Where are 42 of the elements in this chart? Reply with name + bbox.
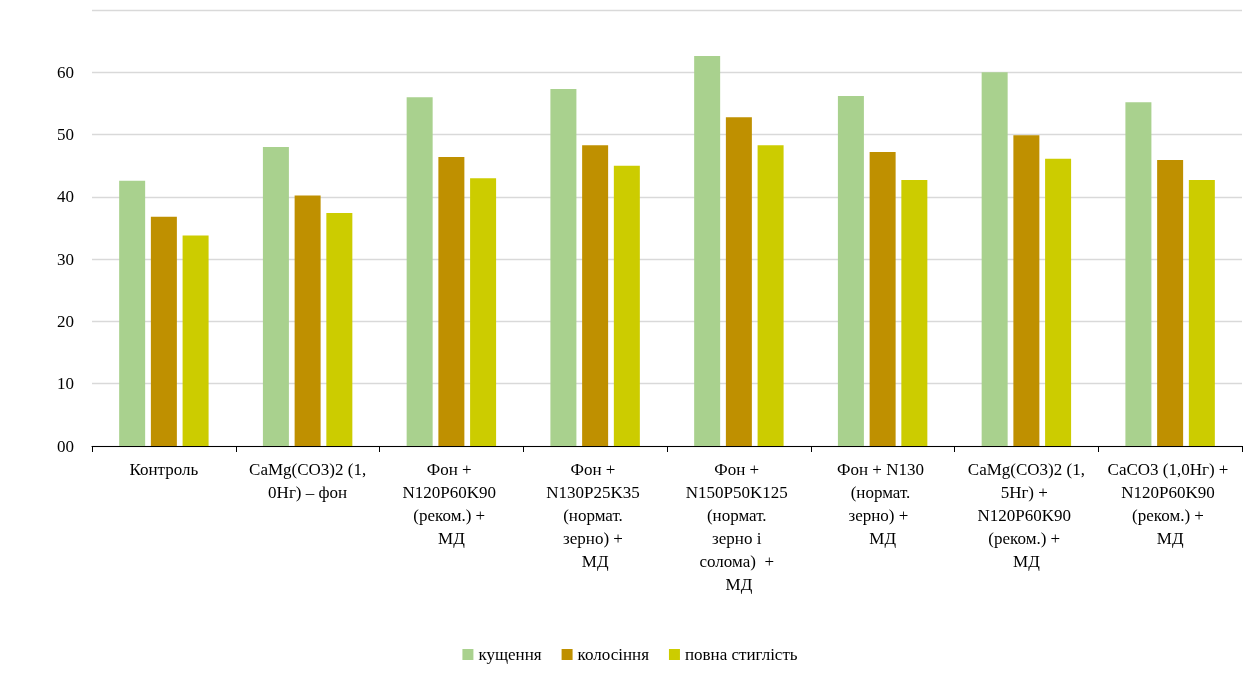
x-tick-label: Фон + N120P60K90 (реком.) + МД: [402, 460, 501, 548]
x-tick-label: Фон + N130 (нормат. зерно) + МД: [837, 460, 929, 548]
bar: [294, 195, 321, 446]
bar: [119, 180, 146, 446]
bar: [406, 97, 433, 446]
y-tick-label: 40: [57, 187, 74, 207]
bar: [550, 89, 577, 446]
bar: [725, 117, 752, 446]
x-tick-label: CaMg(CO3)2 (1,0Нг) – фон: [249, 460, 367, 502]
bar: [901, 180, 928, 446]
x-tick-label: Фон + N150P50K125 (нормат. зерно і солома) + МД: [685, 460, 793, 594]
y-tick-label: 30: [57, 249, 74, 269]
x-tick-label: Контроль: [129, 460, 199, 479]
bar: [1045, 158, 1072, 446]
y-tick-label: 20: [57, 311, 74, 331]
legend-label: колосіння: [577, 645, 650, 664]
bar: [694, 56, 721, 446]
y-tick-label: 60: [57, 62, 74, 82]
bar: [837, 95, 864, 446]
x-tick-label: Фон + N130P25K35 (нормат. зерно) + МД: [546, 460, 645, 571]
bar: [1188, 180, 1215, 446]
bar: [438, 156, 465, 446]
bar: [1013, 135, 1040, 446]
y-tick-label: 10: [57, 374, 74, 394]
bar: [613, 165, 640, 446]
bar: [262, 147, 289, 446]
bar: [182, 235, 209, 446]
bar: [582, 145, 609, 446]
legend-label: повна стиглість: [684, 645, 798, 664]
bar: [470, 178, 497, 446]
y-tick-label: 00: [57, 436, 74, 456]
bar: [981, 72, 1008, 446]
legend-label: кущення: [478, 645, 542, 664]
bar: [1157, 160, 1184, 446]
y-tick-label: 50: [57, 125, 74, 145]
bar: [1125, 102, 1152, 446]
bar: [326, 213, 353, 446]
x-tick-label: CaMg(CO3)2 (1,5Нг) + N120P60K90 (реком.) + МД: [967, 460, 1085, 571]
x-tick-label: CaCO3 (1,0Нг) + N120P60K90 (реком.) + МД: [1107, 460, 1233, 548]
bar: [757, 145, 784, 446]
bar: [869, 152, 896, 446]
bar: [150, 216, 177, 446]
